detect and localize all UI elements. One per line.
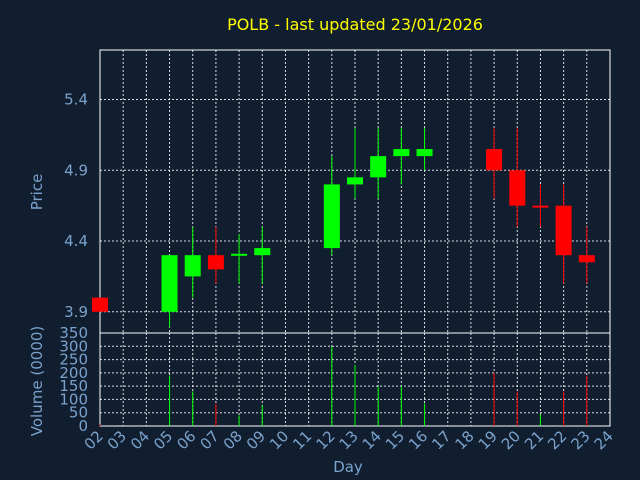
- candle-body: [323, 184, 340, 249]
- candle-body: [231, 253, 248, 256]
- volume-tick-label: 250: [59, 351, 88, 369]
- candle-body: [555, 205, 572, 256]
- candle-body: [393, 149, 410, 157]
- price-tick-label: 4.9: [64, 161, 88, 179]
- candle-14: [370, 127, 387, 199]
- volume-tick-label: 300: [59, 337, 88, 355]
- candle-22: [555, 184, 572, 284]
- candle-09: [254, 226, 271, 284]
- day-axis-label: Day: [333, 458, 363, 476]
- candle-body: [207, 255, 224, 270]
- candle-body: [532, 205, 549, 208]
- candle-body: [184, 255, 201, 277]
- volume-tick-label: 100: [59, 390, 88, 408]
- volume-tick-label: 150: [59, 377, 88, 395]
- candle-13: [347, 127, 363, 199]
- chart-title: POLB - last updated 23/01/2026: [227, 15, 483, 34]
- candle-23: [578, 226, 595, 284]
- candle-body: [486, 149, 503, 171]
- candle-body: [578, 255, 595, 263]
- candle-12: [323, 156, 340, 256]
- candle-19: [486, 127, 503, 199]
- candle-body: [370, 156, 387, 178]
- candle-body: [161, 255, 178, 312]
- candle-body: [509, 170, 526, 206]
- candle-body: [347, 177, 363, 185]
- candle-15: [393, 127, 410, 185]
- volume-axis-label: Volume (0000): [28, 326, 46, 436]
- price-tick-label: 4.4: [64, 232, 88, 250]
- candle-06: [184, 226, 201, 298]
- price-axis-label: Price: [28, 174, 46, 211]
- volume-tick-label: 200: [59, 364, 88, 382]
- volume-tick-label: 50: [69, 404, 88, 422]
- price-tick-label: 5.4: [64, 91, 88, 109]
- price-tick-label: 3.9: [64, 303, 88, 321]
- candle-05: [161, 255, 178, 328]
- candle-02: [92, 297, 108, 312]
- candle-body: [92, 297, 108, 312]
- candle-08: [231, 233, 248, 284]
- volume-tick-label: 350: [59, 324, 88, 342]
- candle-16: [416, 127, 433, 171]
- volume-tick-label: 0: [78, 417, 88, 435]
- candle-21: [532, 184, 549, 227]
- price-panel: 3.9 4.4 4.9 5.4: [64, 49, 611, 334]
- candle-body: [254, 248, 271, 256]
- candle-07: [207, 226, 224, 284]
- candle-body: [416, 149, 433, 157]
- day-tick-label: 24: [591, 427, 617, 453]
- day-axis: 0203040506070809101112131415161718192021…: [81, 427, 617, 453]
- candle-20: [509, 127, 526, 227]
